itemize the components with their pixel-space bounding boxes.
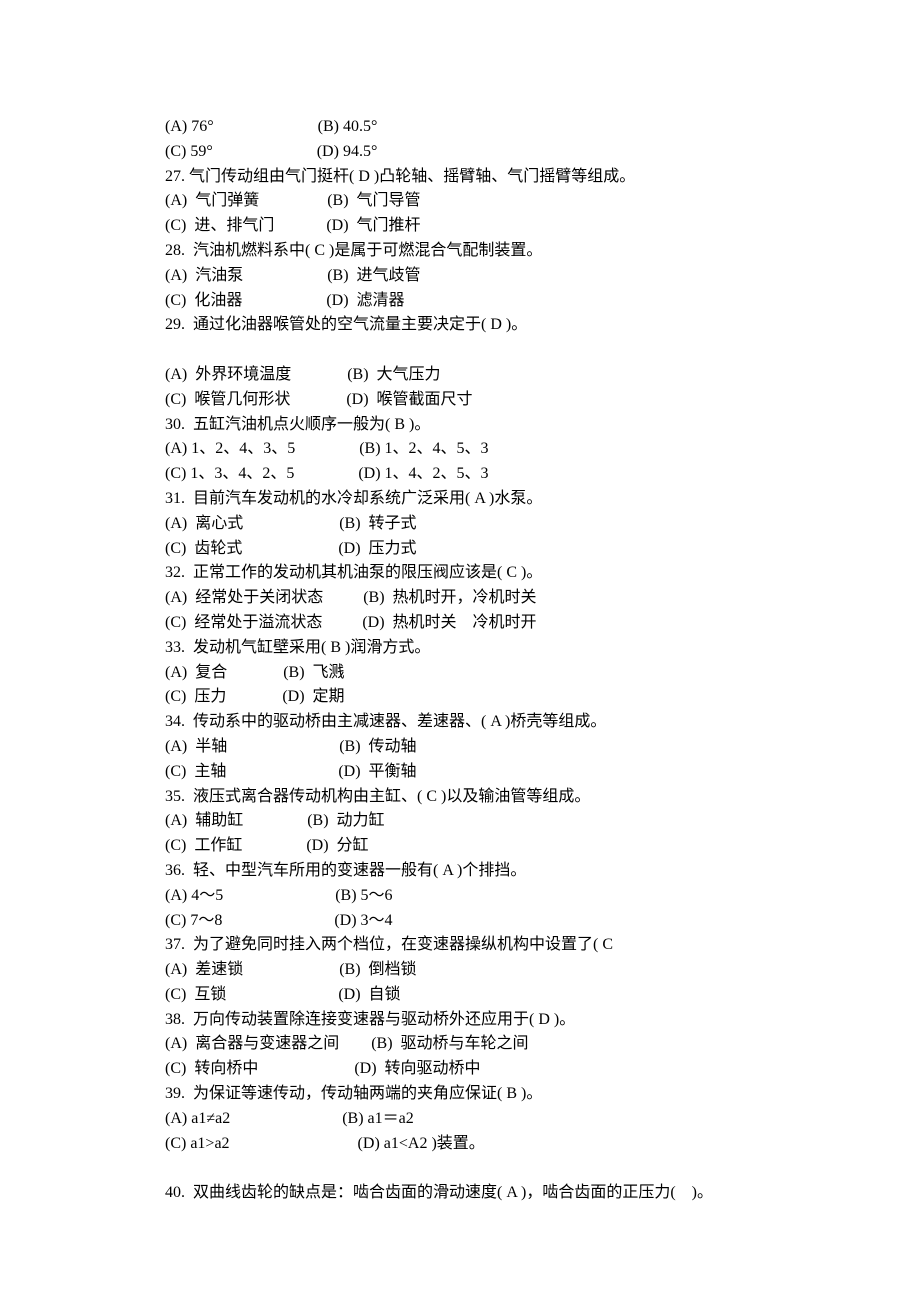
- document-page: (A) 76° (B) 40.5° (C) 59° (D) 94.5° 27. …: [0, 0, 920, 1296]
- text-line: 29. 通过化油器喉管处的空气流量主要决定于( D )。: [165, 313, 765, 338]
- text-line: (A) 离合器与变速器之间 (B) 驱动桥与车轮之间: [165, 1032, 765, 1057]
- text-line: (C) 工作缸 (D) 分缸: [165, 834, 765, 859]
- text-line: 31. 目前汽车发动机的水冷却系统广泛采用( A )水泵。: [165, 487, 765, 512]
- text-line: (C) 主轴 (D) 平衡轴: [165, 760, 765, 785]
- text-line: (C) 喉管几何形状 (D) 喉管截面尺寸: [165, 388, 765, 413]
- text-line: (C) 转向桥中 (D) 转向驱动桥中: [165, 1057, 765, 1082]
- text-line: (A) 4～5 (B) 5～6: [165, 884, 765, 909]
- text-line: 35. 液压式离合器传动机构由主缸、( C )以及输油管等组成。: [165, 785, 765, 810]
- text-line: [165, 1156, 765, 1181]
- text-line: 38. 万向传动装置除连接变速器与驱动桥外还应用于( D )。: [165, 1008, 765, 1033]
- text-line: (A) 汽油泵 (B) 进气歧管: [165, 264, 765, 289]
- text-line: (C) 化油器 (D) 滤清器: [165, 289, 765, 314]
- text-line: (A) 1、2、4、3、5 (B) 1、2、4、5、3: [165, 437, 765, 462]
- text-line: (A) a1≠a2 (B) a1＝a2: [165, 1107, 765, 1132]
- text-line: (A) 离心式 (B) 转子式: [165, 512, 765, 537]
- text-line: (A) 经常处于关闭状态 (B) 热机时开，冷机时关: [165, 586, 765, 611]
- text-line: (A) 辅助缸 (B) 动力缸: [165, 809, 765, 834]
- text-line: 32. 正常工作的发动机其机油泵的限压阀应该是( C )。: [165, 561, 765, 586]
- text-line: (A) 76° (B) 40.5°: [165, 115, 765, 140]
- text-line: (A) 外界环境温度 (B) 大气压力: [165, 363, 765, 388]
- text-line: (C) 压力 (D) 定期: [165, 685, 765, 710]
- text-line: (C) 1、3、4、2、5 (D) 1、4、2、5、3: [165, 462, 765, 487]
- text-line: 39. 为保证等速传动，传动轴两端的夹角应保证( B )。: [165, 1082, 765, 1107]
- text-line: (C) 59° (D) 94.5°: [165, 140, 765, 165]
- text-line: [165, 338, 765, 363]
- text-line: 37. 为了避免同时挂入两个档位，在变速器操纵机构中设置了( C: [165, 933, 765, 958]
- text-line: (C) 互锁 (D) 自锁: [165, 983, 765, 1008]
- text-line: (C) a1>a2 (D) a1<A2 )装置。: [165, 1132, 765, 1157]
- text-line: (A) 复合 (B) 飞溅: [165, 661, 765, 686]
- text-line: 28. 汽油机燃料系中( C )是属于可燃混合气配制装置。: [165, 239, 765, 264]
- text-line: (C) 齿轮式 (D) 压力式: [165, 537, 765, 562]
- text-line: (A) 差速锁 (B) 倒档锁: [165, 958, 765, 983]
- text-line: 33. 发动机气缸壁采用( B )润滑方式。: [165, 636, 765, 661]
- text-line: 40. 双曲线齿轮的缺点是：啮合齿面的滑动速度( A )，啮合齿面的正压力( )…: [165, 1181, 765, 1206]
- text-line: (C) 经常处于溢流状态 (D) 热机时关 冷机时开: [165, 611, 765, 636]
- text-line: 36. 轻、中型汽车所用的变速器一般有( A )个排挡。: [165, 859, 765, 884]
- text-line: (C) 进、排气门 (D) 气门推杆: [165, 214, 765, 239]
- text-line: (C) 7～8 (D) 3～4: [165, 909, 765, 934]
- text-line: (A) 半轴 (B) 传动轴: [165, 735, 765, 760]
- text-line: (A) 气门弹簧 (B) 气门导管: [165, 189, 765, 214]
- text-line: 27. 气门传动组由气门挺杆( D )凸轮轴、摇臂轴、气门摇臂等组成。: [165, 165, 765, 190]
- text-line: 34. 传动系中的驱动桥由主减速器、差速器、( A )桥壳等组成。: [165, 710, 765, 735]
- text-line: 30. 五缸汽油机点火顺序一般为( B )。: [165, 413, 765, 438]
